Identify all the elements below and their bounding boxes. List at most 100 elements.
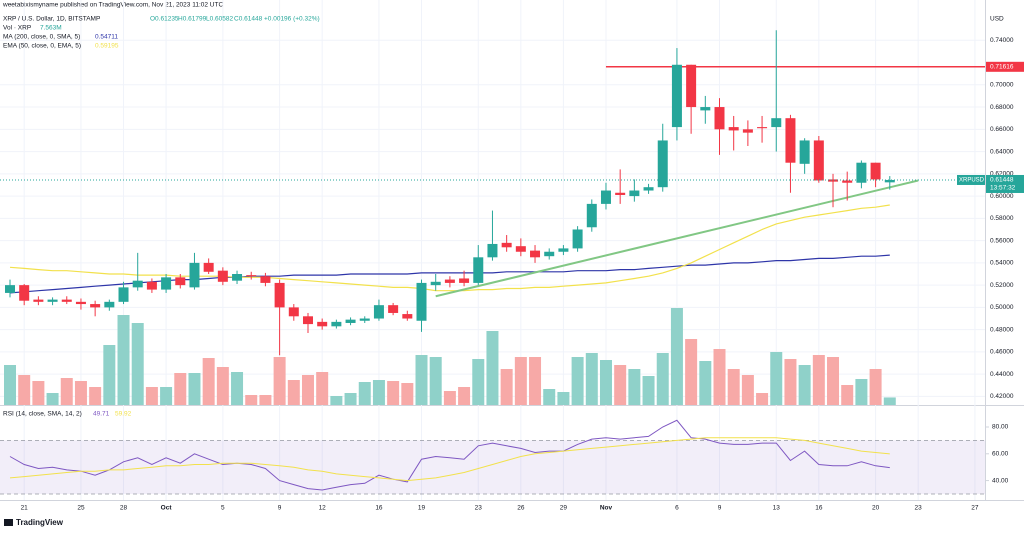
rsi-legend-value: 59.92 [115,411,132,418]
x-tick-label: 27 [971,505,979,512]
volume-bar [756,393,769,405]
volume-bar [741,375,754,405]
x-tick-label: 29 [560,505,568,512]
candle-body [430,281,441,286]
x-tick-label: 19 [418,505,426,512]
volume-bar [131,323,144,405]
candle-body [359,318,370,321]
y-tick-label: 0.62000 [990,171,1014,178]
candle-body [757,127,768,129]
candle-body [629,190,640,197]
candle-body [487,243,498,258]
chart-title: XRP / U.S. Dollar, 1D, BITSTAMP [3,16,100,23]
x-tick-label: 20 [872,505,880,512]
volume-bar [429,357,442,405]
volume-bar [699,361,712,405]
volume-bar [330,396,343,405]
candle-body [742,129,753,133]
volume-bar [415,355,428,405]
candle-body [686,64,697,108]
volume-bar [628,369,641,405]
indicator-legend: MA (200, close, 0, SMA, 5) [3,34,80,41]
volume-bar [656,353,669,405]
candle-body [146,281,157,290]
candle-body [856,162,867,183]
volume-bar [827,357,840,405]
candle-body [785,118,796,163]
rsi-band [0,440,985,494]
candle-body [416,282,427,321]
candle-body [288,307,299,317]
volume-bar [798,365,811,405]
volume-bar [614,365,627,405]
ohlc-value: O0.61235 [150,16,179,23]
volume-bar [685,339,698,405]
volume-bar [103,345,116,405]
candle-body [232,274,243,281]
volume-bar [301,375,314,405]
rsi-legend-value: 49.71 [93,411,110,418]
candle-body [388,305,399,313]
candle-body [444,279,455,283]
volume-bar [387,381,400,405]
candle-body [544,251,555,257]
logo-mark [4,519,13,526]
volume-bar [855,379,868,405]
volume-bar [145,387,158,405]
volume-bar [458,387,471,405]
candle-body [842,180,853,183]
logo: TradingView [4,518,64,527]
candle-body [19,285,30,301]
candle-body [657,140,668,188]
candle-body [331,321,342,327]
x-tick-label: 25 [77,505,85,512]
volume-bar [117,315,130,405]
axis-unit: USD [990,16,1004,23]
volume-bar [216,367,229,405]
volume-bar [486,331,499,405]
volume-bar [202,358,215,405]
volume-bar [259,395,272,405]
ohlc-value: H0.61799 [178,16,207,23]
indicator-line [9,204,890,292]
rsi-title: RSI (14, close, SMA, 14, 2) [3,411,82,418]
volume-bar [585,353,598,405]
y-tick-label: 0.52000 [990,282,1014,289]
hline-label-box [986,61,1024,72]
y-tick-label: 0.60000 [990,193,1014,200]
rsi-tick-label: 40.00 [992,477,1009,484]
candle-body [586,203,597,228]
x-tick-label: 16 [815,505,823,512]
ohlc-value: C0.61448 [234,16,263,23]
last-price-label: 0.61448 [990,177,1014,184]
y-tick-label: 0.74000 [990,37,1014,44]
volume-bar [883,397,896,405]
volume-bar [188,373,201,405]
candle-body [813,140,824,181]
volume-bar [727,369,740,405]
rsi-tick-label: 80.00 [992,424,1009,431]
candle-body [615,192,626,195]
candle-body [515,246,526,252]
y-tick-label: 0.44000 [990,371,1014,378]
y-tick-label: 0.46000 [990,349,1014,356]
candle-body [61,299,72,302]
volume-bar [514,357,527,405]
candle-body [728,127,739,131]
last-price-box [986,174,1024,193]
volume-bar [557,392,570,405]
volume-bar [443,391,456,405]
y-tick-label: 0.70000 [990,82,1014,89]
volume-bar [770,352,783,405]
volume-bar [401,383,414,405]
volume-bar [869,369,882,405]
candle-body [572,229,583,249]
candle-body [104,301,115,308]
symbol-label: XRPUSD [959,178,985,184]
candle-body [501,242,512,248]
x-tick-label: Oct [161,505,173,512]
candle-body [473,257,484,283]
volume-bar [372,380,385,405]
x-tick-label: 6 [675,505,679,512]
indicator-legend: EMA (50, close, 0, EMA, 5) [3,43,81,50]
